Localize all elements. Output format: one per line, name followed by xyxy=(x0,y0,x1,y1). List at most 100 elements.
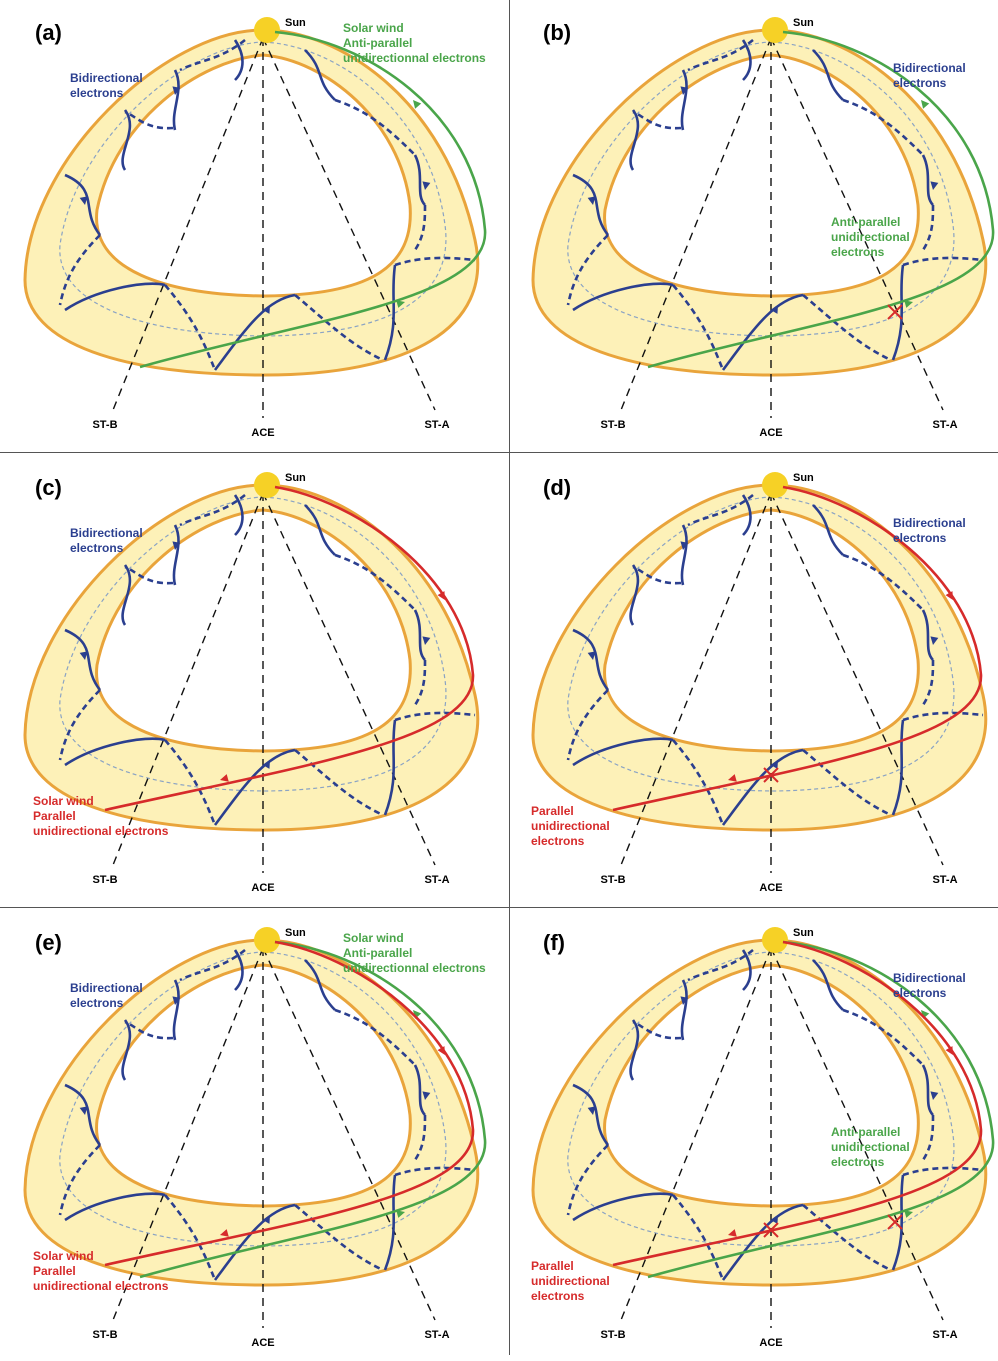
anti-parallel-label-line-1: Anti-parallel xyxy=(831,215,900,229)
bidirectional-field-line-1 xyxy=(233,494,244,536)
bidirectional-field-line-3 xyxy=(121,564,132,626)
solar-wind-green-label-line-2: Anti-parallel xyxy=(343,946,412,960)
bidirectional-arrow-3 xyxy=(262,305,270,314)
bidirectional-label-line-2: electrons xyxy=(893,531,947,545)
bidirectional-field-line-9 xyxy=(304,49,336,101)
solar-wind-red-label-line-3: unidirectional electrons xyxy=(33,1279,169,1293)
reconnection-site xyxy=(887,304,903,320)
bidirectional-field-line-8 xyxy=(921,1064,935,1116)
bidirectional-field-line-back-2 xyxy=(124,565,174,585)
bidirectional-arrow-3 xyxy=(770,1215,778,1224)
ace-label: ACE xyxy=(759,882,782,894)
bidirectional-field-line-back-2 xyxy=(632,565,682,585)
bidirectional-arrow-4 xyxy=(930,636,939,645)
bidirectional-arrow-1 xyxy=(172,86,181,95)
bidirectional-field-line-back-7 xyxy=(413,659,427,706)
bidirectional-field-line-8 xyxy=(413,1064,427,1116)
anti-parallel-label-line-2: unidirectional xyxy=(831,1140,910,1154)
bidirectional-field-line-1 xyxy=(741,39,752,81)
st-b-line-of-sight xyxy=(620,947,772,1321)
bidirectional-label-line-1: Bidirectional xyxy=(70,981,143,995)
bidirectional-field-line-2 xyxy=(680,979,688,1041)
st-a-label: ST-A xyxy=(932,1329,957,1341)
bidirectional-field-line-4 xyxy=(572,1083,610,1146)
sun xyxy=(762,17,788,43)
open-field-line-solar-wind-red xyxy=(104,485,475,812)
sun xyxy=(254,472,280,498)
bidirectional-arrow-1 xyxy=(680,541,689,550)
bidirectional-label-line-2: electrons xyxy=(70,541,124,555)
st-b-line-of-sight xyxy=(112,492,264,866)
bidirectional-label-line-2: electrons xyxy=(70,996,124,1010)
bidirectional-field-line-9 xyxy=(812,49,844,101)
bidirectional-field-line-5 xyxy=(572,1192,674,1222)
st-a-label: ST-A xyxy=(424,874,449,886)
sun-label: Sun xyxy=(793,472,814,484)
solar-wind-green-label-line-2: Anti-parallel xyxy=(343,36,412,50)
bidirectional-field-line-3 xyxy=(629,1019,640,1081)
bidirectional-field-line-7 xyxy=(383,1174,397,1271)
bidirectional-field-line-9 xyxy=(812,959,844,1011)
open-field-line-solar-wind-red xyxy=(104,940,475,1267)
reconnection-site xyxy=(763,767,779,783)
bidirectional-arrow-3 xyxy=(770,305,778,314)
bidirectional-field-line-back-6 xyxy=(902,256,984,267)
anti-parallel-label-line-3: electrons xyxy=(831,245,885,259)
bidirectional-field-line-7 xyxy=(891,719,905,816)
solar-wind-red-label-line-2: Parallel xyxy=(33,809,76,823)
bidirectional-field-line-6 xyxy=(721,1203,804,1281)
red-open-arrow-2 xyxy=(728,774,737,782)
bidirectional-arrow-1 xyxy=(172,996,181,1005)
panel-letter: (a) xyxy=(35,20,62,45)
bidirectional-arrow-1 xyxy=(172,541,181,550)
sun xyxy=(762,927,788,953)
flux-rope-axis xyxy=(567,496,955,792)
bidirectional-field-line-back-2 xyxy=(632,110,682,130)
bidirectional-field-line-6 xyxy=(213,1203,296,1281)
parallel-label-line-1: Parallel xyxy=(531,804,574,818)
bidirectional-field-line-6 xyxy=(721,293,804,371)
bidirectional-field-line-8 xyxy=(921,154,935,206)
open-field-arrow-2 xyxy=(396,1210,405,1218)
open-field-arrow-2 xyxy=(904,300,913,308)
bidirectional-field-line-back-7 xyxy=(921,1114,935,1161)
bidirectional-field-line-back-8 xyxy=(842,1008,924,1066)
panel-f: SunST-BACEST-A(f)BidirectionalelectronsA… xyxy=(531,927,995,1349)
open-field-line-solar-wind xyxy=(647,30,995,369)
bidirectional-field-line-back-4 xyxy=(164,739,217,826)
solar-wind-green-label-line-1: Solar wind xyxy=(343,931,404,945)
bidirectional-field-line-1 xyxy=(233,39,244,81)
bidirectional-field-line-4 xyxy=(64,1083,102,1146)
horizontal-divider-2 xyxy=(0,907,998,908)
anti-parallel-label-line-3: electrons xyxy=(831,1155,885,1169)
bidirectional-field-line-4 xyxy=(64,173,102,236)
bidirectional-field-line-back-8 xyxy=(842,98,924,156)
bidirectional-field-line-4 xyxy=(572,628,610,691)
bidirectional-field-line-back-5 xyxy=(294,294,384,362)
sun-label: Sun xyxy=(793,927,814,939)
bidirectional-field-line-2 xyxy=(680,524,688,586)
open-field-arrow-1 xyxy=(921,100,930,109)
st-a-label: ST-A xyxy=(424,1329,449,1341)
bidirectional-arrow-2 xyxy=(79,196,88,205)
panel-letter: (b) xyxy=(543,20,571,45)
bidirectional-field-line-back-4 xyxy=(672,739,725,826)
solar-wind-green-label-line-1: Solar wind xyxy=(343,21,404,35)
st-a-line-of-sight xyxy=(770,947,944,1321)
sun xyxy=(254,927,280,953)
bidirectional-field-line-back-7 xyxy=(413,1114,427,1161)
bidirectional-field-line-back-1 xyxy=(687,493,754,527)
red-open-arrow-2 xyxy=(728,1229,737,1237)
bidirectional-field-line-2 xyxy=(172,979,180,1041)
bidirectional-arrow-2 xyxy=(587,196,596,205)
st-b-label: ST-B xyxy=(92,1329,117,1341)
bidirectional-field-line-back-6 xyxy=(902,711,984,722)
bidirectional-field-line-back-1 xyxy=(179,493,246,527)
open-field-arrow-1 xyxy=(413,100,422,109)
bidirectional-arrow-4 xyxy=(930,181,939,190)
open-field-line-solar-wind-red xyxy=(612,485,983,812)
open-field-line-solar-wind xyxy=(647,940,995,1279)
bidirectional-field-line-9 xyxy=(304,504,336,556)
open-field-line-solar-wind xyxy=(139,30,487,369)
red-open-arrow-1 xyxy=(945,1046,953,1055)
